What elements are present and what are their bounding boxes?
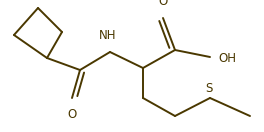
Text: O: O	[67, 108, 77, 121]
Text: NH: NH	[99, 29, 117, 42]
Text: O: O	[158, 0, 168, 8]
Text: S: S	[205, 82, 213, 95]
Text: OH: OH	[218, 53, 236, 65]
